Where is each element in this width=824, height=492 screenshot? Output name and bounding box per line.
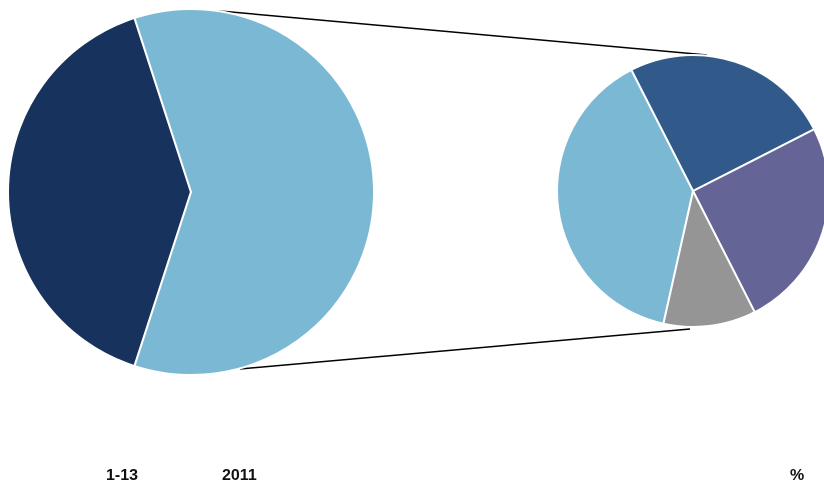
- secondary-pie-slice-4: [556, 68, 695, 325]
- footer-year: 2011: [222, 467, 257, 484]
- connector-line-top: [208, 9, 708, 56]
- footer-unit: %: [790, 467, 805, 484]
- secondary-pie-slice-2: [691, 127, 824, 314]
- secondary-pie-slice-1: [629, 54, 816, 193]
- main-pie-slice-2: [133, 8, 376, 376]
- main-pie-slice-1: [7, 16, 193, 368]
- secondary-pie: [556, 54, 824, 328]
- main-pie: [7, 8, 376, 376]
- footer-code: 1-13: [106, 467, 139, 484]
- connector-line-bottom: [239, 328, 691, 370]
